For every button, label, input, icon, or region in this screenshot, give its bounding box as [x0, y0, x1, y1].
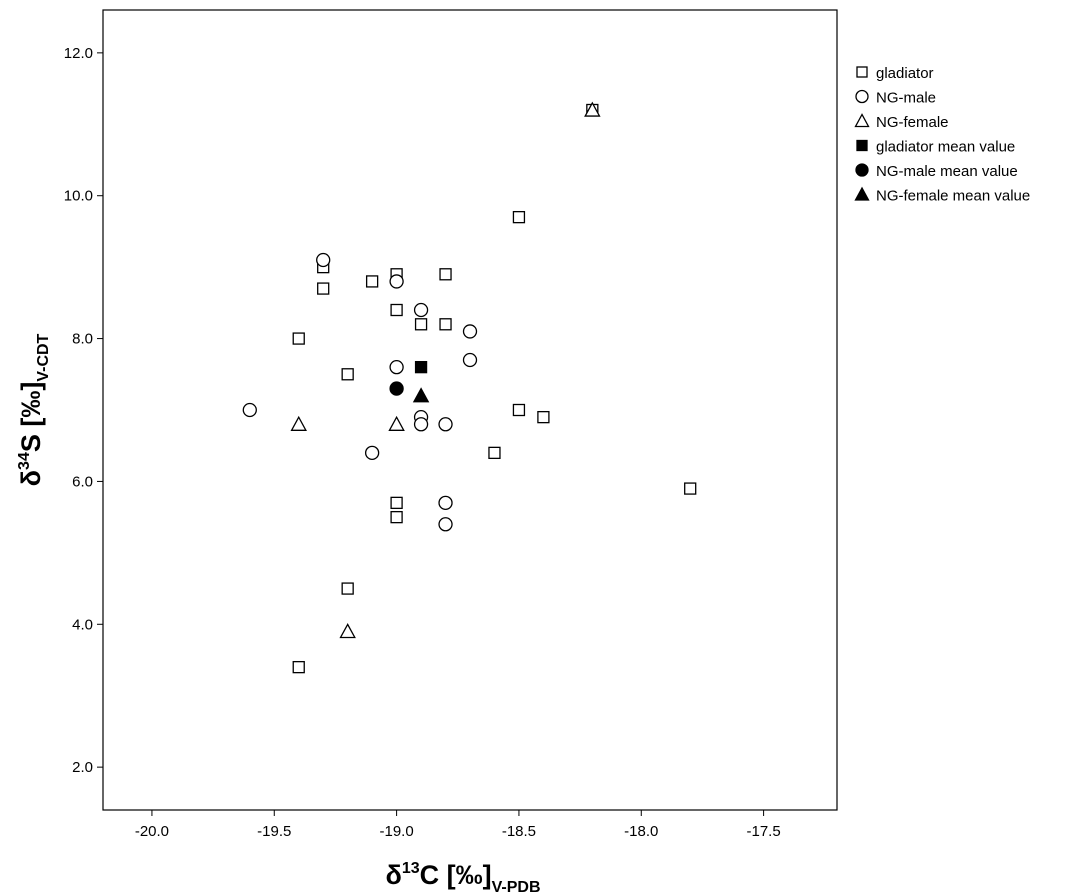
x-tick-label: -17.5 — [746, 823, 780, 840]
data-point — [412, 387, 430, 403]
y-tick-label: 6.0 — [72, 473, 93, 490]
legend-marker — [854, 113, 870, 128]
x-tick-label: -19.0 — [379, 823, 413, 840]
data-point — [339, 623, 356, 639]
data-point — [390, 303, 403, 317]
data-point — [365, 275, 379, 288]
data-point — [388, 415, 405, 431]
plot-frame — [102, 9, 838, 811]
data-point — [512, 210, 526, 224]
data-point — [462, 352, 478, 368]
x-tick-label: -20.0 — [135, 823, 169, 840]
data-point — [290, 415, 307, 431]
data-point — [438, 517, 453, 532]
data-point — [292, 660, 305, 674]
data-point — [413, 302, 429, 318]
data-point — [488, 446, 501, 460]
data-point — [439, 268, 452, 281]
data-point — [292, 332, 305, 345]
legend-label: NG-male mean value — [876, 163, 1018, 180]
data-point — [414, 318, 428, 331]
legend: gladiator NG-male NG-female gladiator mean … — [854, 65, 1030, 205]
data-point — [584, 101, 601, 117]
data-point — [390, 496, 403, 510]
data-point — [364, 445, 380, 461]
data-point — [316, 252, 331, 268]
x-tick-label: -19.5 — [257, 823, 291, 840]
data-point — [438, 417, 453, 432]
data-point — [341, 368, 354, 381]
data-point — [389, 274, 404, 289]
legend-label: gladiator — [876, 65, 934, 82]
legend-marker — [854, 186, 870, 201]
data-point — [684, 482, 697, 495]
y-tick-label: 12.0 — [64, 45, 93, 62]
data-points — [242, 101, 697, 674]
legend-label: NG-male — [876, 90, 936, 107]
y-tick-label: 4.0 — [72, 616, 93, 633]
x-axis: -20.0 -19.5 -19.0 -18.5 -18.0 -17.5 — [135, 810, 781, 840]
y-tick-label: 2.0 — [72, 759, 93, 776]
x-tick-label: -18.5 — [502, 823, 536, 840]
data-point — [341, 582, 354, 595]
legend-marker — [856, 66, 868, 78]
legend-marker — [855, 89, 869, 104]
data-point — [317, 282, 330, 295]
legend-label: NG-female mean value — [876, 188, 1030, 205]
x-tick-label: -18.0 — [624, 823, 658, 840]
data-point — [413, 417, 429, 432]
data-point — [389, 359, 404, 375]
data-point — [462, 324, 478, 339]
y-axis-title: δ34S [‰]V-CDT — [16, 333, 52, 486]
data-point — [242, 402, 257, 418]
data-point — [389, 381, 404, 396]
legend-marker — [855, 163, 869, 177]
data-point — [438, 495, 453, 511]
data-point — [439, 318, 452, 331]
legend-marker — [856, 139, 868, 152]
legend-label: NG-female — [876, 114, 949, 131]
y-tick-label: 10.0 — [64, 188, 93, 205]
x-axis-title: δ13C [‰]V-PDB — [385, 860, 540, 896]
data-point — [537, 410, 550, 424]
y-axis: 2.0 4.0 6.0 8.0 10.0 12.0 — [64, 45, 103, 776]
y-tick-label: 8.0 — [72, 331, 93, 348]
legend-label: gladiator mean value — [876, 139, 1015, 156]
data-point — [512, 403, 526, 417]
data-point — [390, 510, 403, 524]
data-point — [414, 360, 428, 374]
